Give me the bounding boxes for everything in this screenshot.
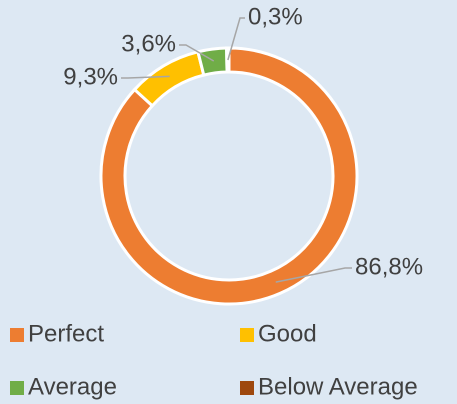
legend-label: Good xyxy=(258,320,317,347)
data-label: 3,6% xyxy=(121,30,176,57)
leader-line xyxy=(275,267,352,283)
donut-slice xyxy=(99,46,359,306)
donut-slice xyxy=(196,46,229,77)
leader-line xyxy=(227,17,245,61)
legend-swatch xyxy=(10,328,24,342)
legend-swatch xyxy=(240,328,254,342)
legend-label: Below Average xyxy=(258,373,418,400)
legend-label: Perfect xyxy=(28,320,104,347)
legend-label: Average xyxy=(28,373,117,400)
data-label: 9,3% xyxy=(63,63,118,90)
leader-line xyxy=(179,44,215,62)
data-label: 0,3% xyxy=(248,3,303,30)
legend-swatch xyxy=(240,381,254,395)
legend-swatch xyxy=(10,381,24,395)
data-label: 86,8% xyxy=(355,253,423,280)
donut-slice xyxy=(225,46,231,74)
leader-line xyxy=(121,75,170,79)
